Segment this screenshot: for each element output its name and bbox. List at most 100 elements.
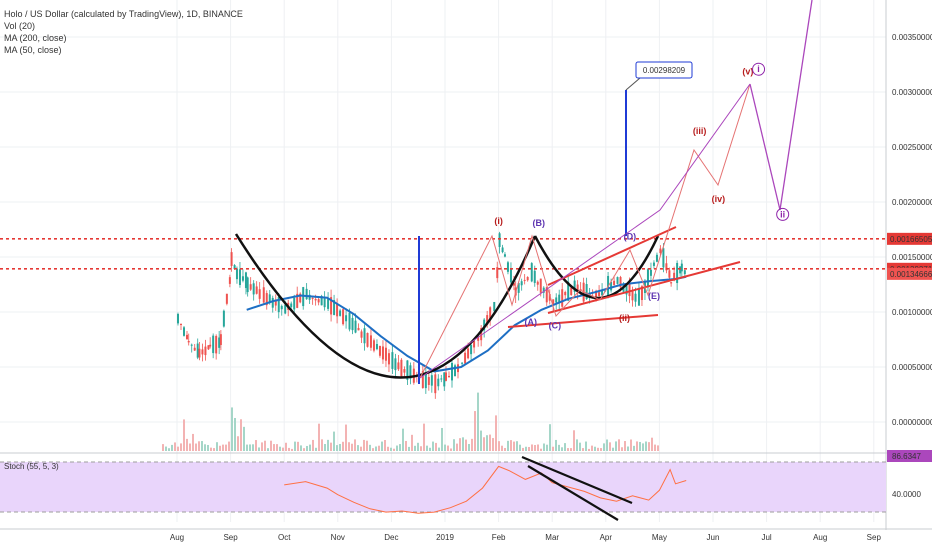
candle-body [238,269,241,285]
volume-bar [471,438,473,451]
candle-body [443,372,446,387]
volume-bar [612,447,614,451]
volume-bar [453,439,455,451]
candle-body [193,347,196,351]
candle-body [467,348,470,359]
volume-bar [405,440,407,451]
volume-bar [552,446,554,451]
candle-body [595,290,598,300]
candle-body [533,270,536,283]
candle-body [668,270,671,278]
y-tick-label: 0.00000000 [892,418,932,427]
volume-bar [207,444,209,451]
candle-body [545,287,548,303]
candle-body [284,304,287,314]
candle-body [619,277,622,288]
volume-bar [501,445,503,451]
stoch-line [284,465,687,514]
volume-bar [474,411,476,451]
volume-bar [282,447,284,451]
volume-bar [417,442,419,451]
candle-body [274,300,277,306]
volume-bar [633,445,635,451]
volume-bar [579,442,581,451]
volume-bar [498,441,500,451]
volume-bar [516,441,518,451]
candle-body [397,362,400,370]
volume-bar [423,423,425,451]
legend-ma50[interactable]: MA (50, close) [4,45,62,55]
candle-body [470,345,473,355]
candle-body [506,262,509,272]
volume-bar [411,434,413,451]
volume-bar [468,444,470,451]
y-tick-label: 0.00100000 [892,308,932,317]
volume-bar [267,448,269,451]
volume-bar [360,446,362,451]
candle-body [333,300,336,315]
candle-body [369,335,372,348]
volume-bar [621,447,623,451]
candle-body [501,247,504,253]
volume-bar [522,447,524,451]
candle-body [255,286,258,294]
x-tick-label: Sep [867,533,882,542]
volume-bar [246,444,248,451]
x-tick-label: Dec [384,533,398,542]
volume-bar [333,431,335,451]
candle-body [378,345,381,356]
candle-body [296,293,299,308]
volume-bar [237,436,239,451]
volume-bar [222,444,224,451]
candle-body [262,287,265,303]
candle-body [381,346,384,360]
volume-bar [495,415,497,451]
volume-bars [162,392,659,451]
volume-bar [327,439,329,451]
y-tick-label: 0.00150000 [892,253,932,262]
candle-body [480,328,483,341]
candle-body [437,378,440,387]
volume-bar [513,441,515,451]
volume-bar [270,440,272,451]
candle-body [676,262,679,284]
candle-body [454,365,456,377]
stoch-band [0,462,886,512]
volume-bar [420,446,422,451]
candle-body [448,375,450,378]
candle-body [493,302,496,312]
candle-body [523,279,526,281]
candle-body [670,282,673,284]
price-badge [887,232,932,245]
candle-body [391,352,394,369]
volume-bar [351,443,353,451]
candle-body [403,369,406,373]
legend-volume[interactable]: Vol (20) [4,21,36,31]
candle-body [305,288,308,300]
legend-symbol[interactable]: Holo / US Dollar (calculated by TradingV… [4,9,243,19]
stoch-tick-label: 40.0000 [892,490,921,499]
volume-bar [480,430,482,451]
volume-bar [456,443,458,451]
candle-body [610,281,613,291]
volume-bar [558,444,560,451]
x-tick-label: Oct [278,533,291,542]
support-line [507,314,659,328]
candle-body [558,294,561,304]
candle-body [659,248,662,254]
volume-bar [546,444,548,451]
candle-body [246,277,249,293]
candle-body [366,332,369,347]
volume-bar [261,442,263,451]
candle-body [561,289,564,307]
legend-ma200[interactable]: MA (200, close) [4,33,67,43]
handle-curve [533,235,660,300]
volume-bar [432,441,434,451]
callout-box [635,61,693,79]
volume-bar [591,445,593,451]
candle-body [183,327,185,336]
y-tick-label: 0.00350000 [892,33,932,42]
volume-bar [654,444,656,451]
